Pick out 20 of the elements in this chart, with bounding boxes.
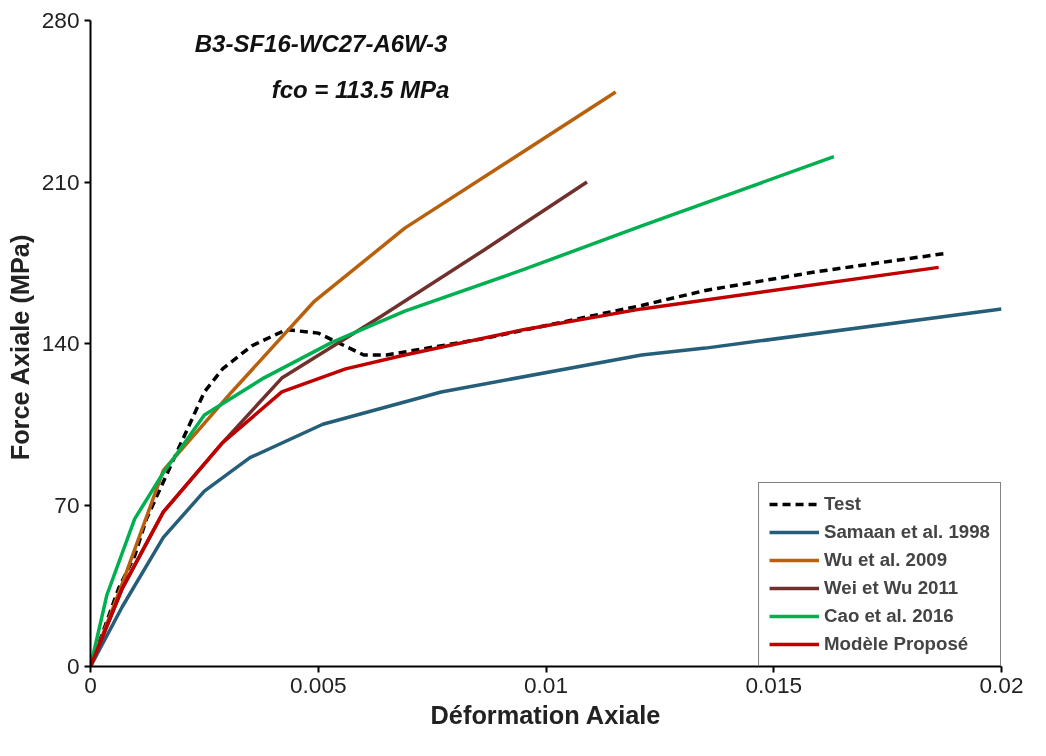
y-axis-title: Force Axiale (MPa) bbox=[5, 234, 34, 461]
legend-label: Wei et Wu 2011 bbox=[824, 577, 959, 599]
x-axis-title: Déformation Axiale bbox=[430, 700, 661, 729]
annotation: fco = 113.5 MPa bbox=[271, 76, 450, 104]
x-tick-label: 0.02 bbox=[979, 671, 1024, 698]
annotation: B3-SF16-WC27-A6W-3 bbox=[194, 29, 448, 57]
y-tick-label: 280 bbox=[41, 7, 80, 33]
y-tick-label: 0 bbox=[66, 653, 80, 679]
legend-label: Wu et al. 2009 bbox=[824, 549, 948, 571]
x-tick-label: 0.01 bbox=[523, 671, 569, 698]
y-tick-label: 140 bbox=[41, 330, 80, 356]
legend-label: Samaan et al. 1998 bbox=[824, 521, 990, 543]
y-tick-label: 70 bbox=[54, 491, 80, 518]
y-tick-label: 210 bbox=[41, 168, 80, 195]
legend-label: Modèle Proposé bbox=[824, 633, 969, 655]
legend-label: Test bbox=[824, 493, 862, 515]
x-tick-label: 0 bbox=[84, 671, 97, 698]
legend-label: Cao et al. 2016 bbox=[824, 605, 954, 627]
x-tick-label: 0.015 bbox=[745, 671, 803, 698]
x-tick-label: 0.005 bbox=[289, 671, 347, 698]
